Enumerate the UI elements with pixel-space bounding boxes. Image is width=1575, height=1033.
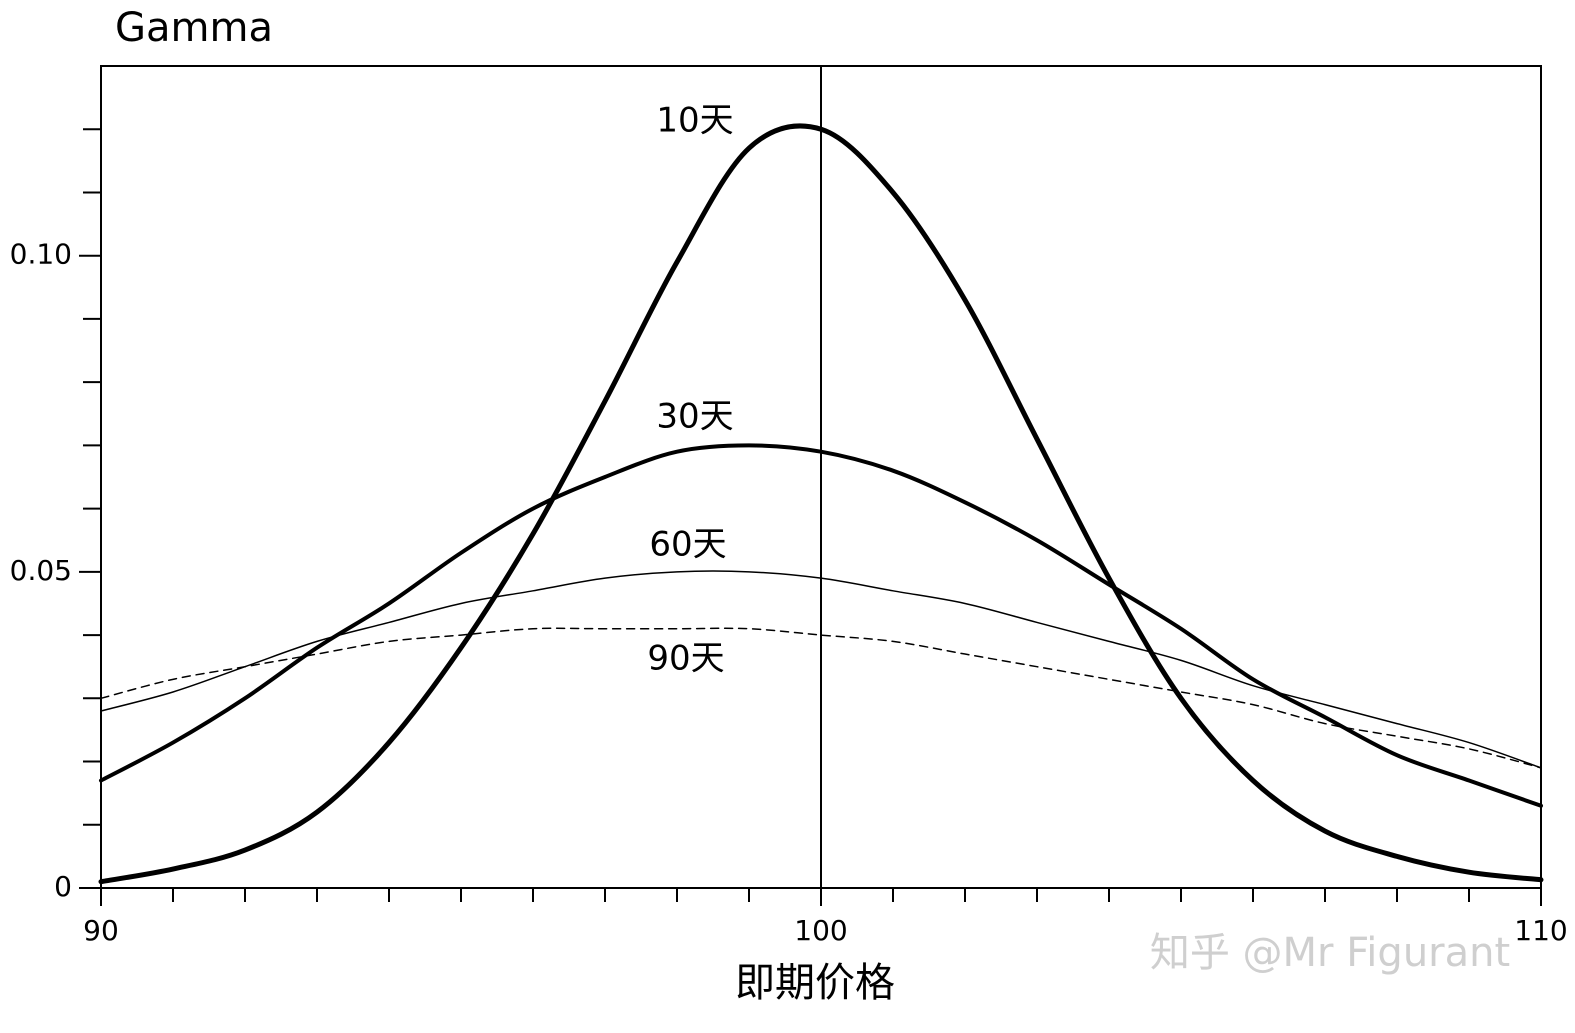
y-tick-label: 0 (54, 870, 72, 903)
series-line (100, 627, 1542, 769)
series-label: 10天 (656, 101, 733, 141)
x-tick-label: 100 (794, 914, 847, 947)
x-axis-label: 即期价格 (735, 960, 895, 1006)
y-tick-label: 0.10 (10, 238, 72, 271)
series-label: 30天 (656, 397, 733, 437)
series-line (100, 570, 1542, 769)
x-tick-label: 90 (83, 914, 119, 947)
chart-title: Gamma (115, 5, 273, 51)
watermark: 知乎 @Mr Figurant (1150, 930, 1510, 976)
series-line (99, 443, 1543, 808)
series-label: 90天 (647, 639, 724, 679)
y-tick-label: 0.05 (10, 554, 72, 587)
series-line (98, 123, 1544, 885)
x-tick-label: 110 (1514, 914, 1567, 947)
series-label: 60天 (649, 525, 726, 565)
